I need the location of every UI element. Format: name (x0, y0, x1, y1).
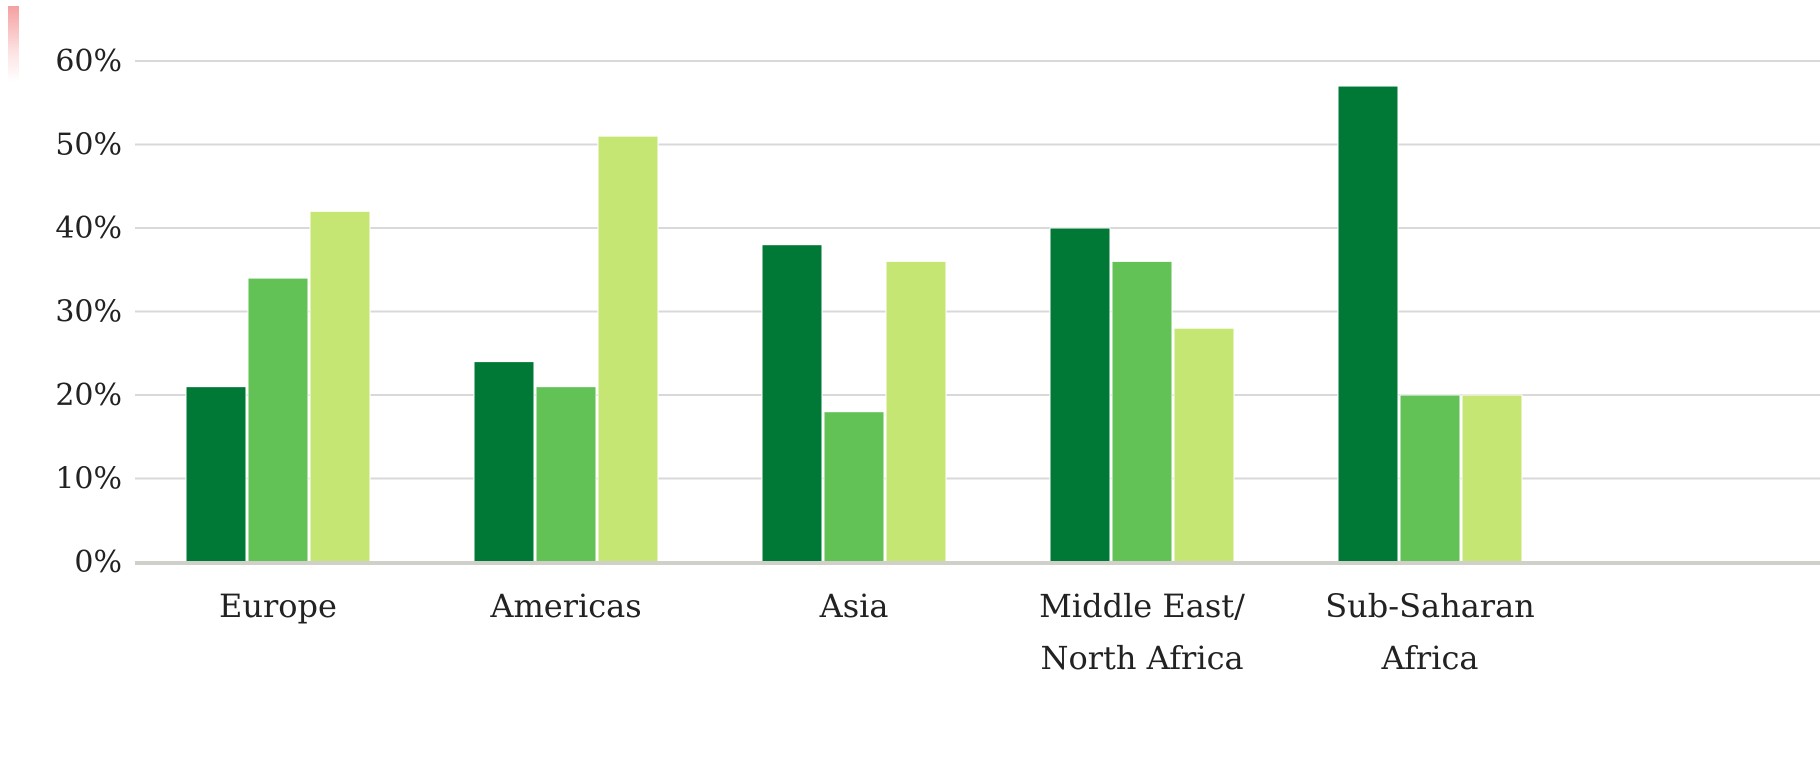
x-axis-labels: Europe Americas Asia Middle East/North Afri… (219, 587, 1535, 677)
x-category-label: Americas (489, 587, 641, 625)
y-tick-label: 40% (55, 211, 122, 246)
y-tick-label: 50% (55, 128, 122, 163)
y-tick-label: 30% (55, 295, 122, 330)
y-tick-label: 60% (55, 44, 122, 79)
bar (535, 386, 597, 563)
bar (597, 135, 659, 563)
x-category-label: Asia (819, 587, 889, 625)
x-category-label: Europe (219, 587, 337, 625)
gridlines (135, 60, 1820, 480)
bar (1173, 327, 1235, 563)
bar (1461, 394, 1523, 563)
bar (1399, 394, 1461, 563)
bars (185, 85, 1523, 563)
y-tick-label: 10% (55, 462, 122, 497)
bar (185, 386, 247, 563)
y-tick-label: 0% (74, 545, 122, 580)
bar (761, 244, 823, 563)
bar (1337, 85, 1399, 563)
bar (885, 260, 947, 563)
bar (1111, 260, 1173, 563)
bar (247, 277, 309, 563)
x-category-label: Sub-Saharan Africa (1325, 587, 1535, 677)
accent-strip (8, 6, 19, 82)
bar (309, 210, 371, 563)
y-axis-ticks: 0% 10% 20% 30% 40% 50% 60% (55, 44, 122, 580)
bar (473, 361, 535, 563)
bar (1049, 227, 1111, 563)
y-tick-label: 20% (55, 378, 122, 413)
x-category-label: Middle East/North Africa (1039, 587, 1245, 677)
bar (823, 411, 885, 563)
